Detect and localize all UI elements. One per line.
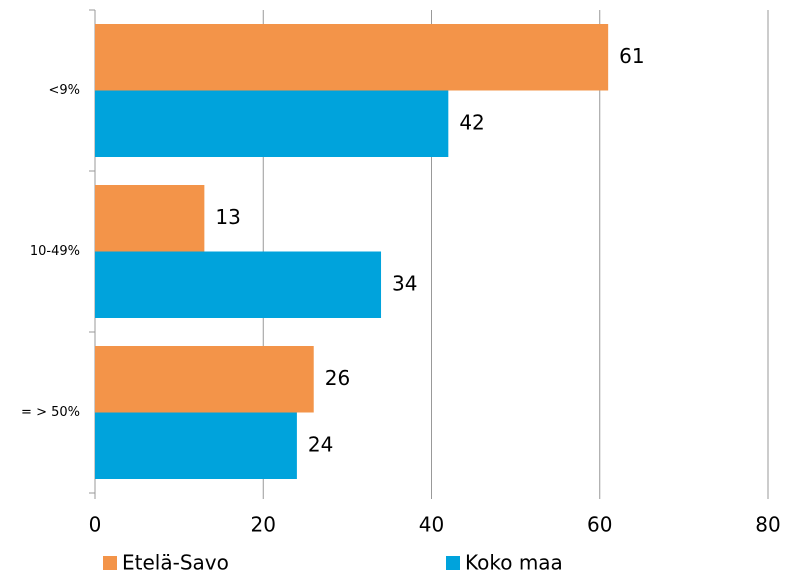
data-label: 42 xyxy=(459,110,484,134)
data-label: 34 xyxy=(392,271,417,295)
data-label: 13 xyxy=(215,205,240,229)
bar xyxy=(95,185,205,252)
y-tick-label: <9% xyxy=(48,83,80,98)
x-tick-label: 0 xyxy=(89,513,102,537)
bar xyxy=(95,346,314,413)
bar xyxy=(95,24,609,91)
bar xyxy=(95,251,382,318)
x-tick-label: 40 xyxy=(419,513,444,537)
legend-label: Etelä-Savo xyxy=(122,551,229,574)
data-label: 61 xyxy=(619,44,644,68)
bar xyxy=(95,90,449,157)
legend-swatch xyxy=(446,556,460,570)
y-tick-label: = > 50% xyxy=(21,405,80,420)
x-tick-label: 60 xyxy=(587,513,612,537)
legend-label: Koko maa xyxy=(465,551,563,574)
x-tick-label: 80 xyxy=(755,513,780,537)
data-label: 26 xyxy=(325,366,350,390)
y-tick-label: 10-49% xyxy=(30,244,80,259)
x-tick-label: 20 xyxy=(251,513,276,537)
legend-swatch xyxy=(103,556,117,570)
data-label: 24 xyxy=(308,432,333,456)
bar xyxy=(95,412,297,479)
